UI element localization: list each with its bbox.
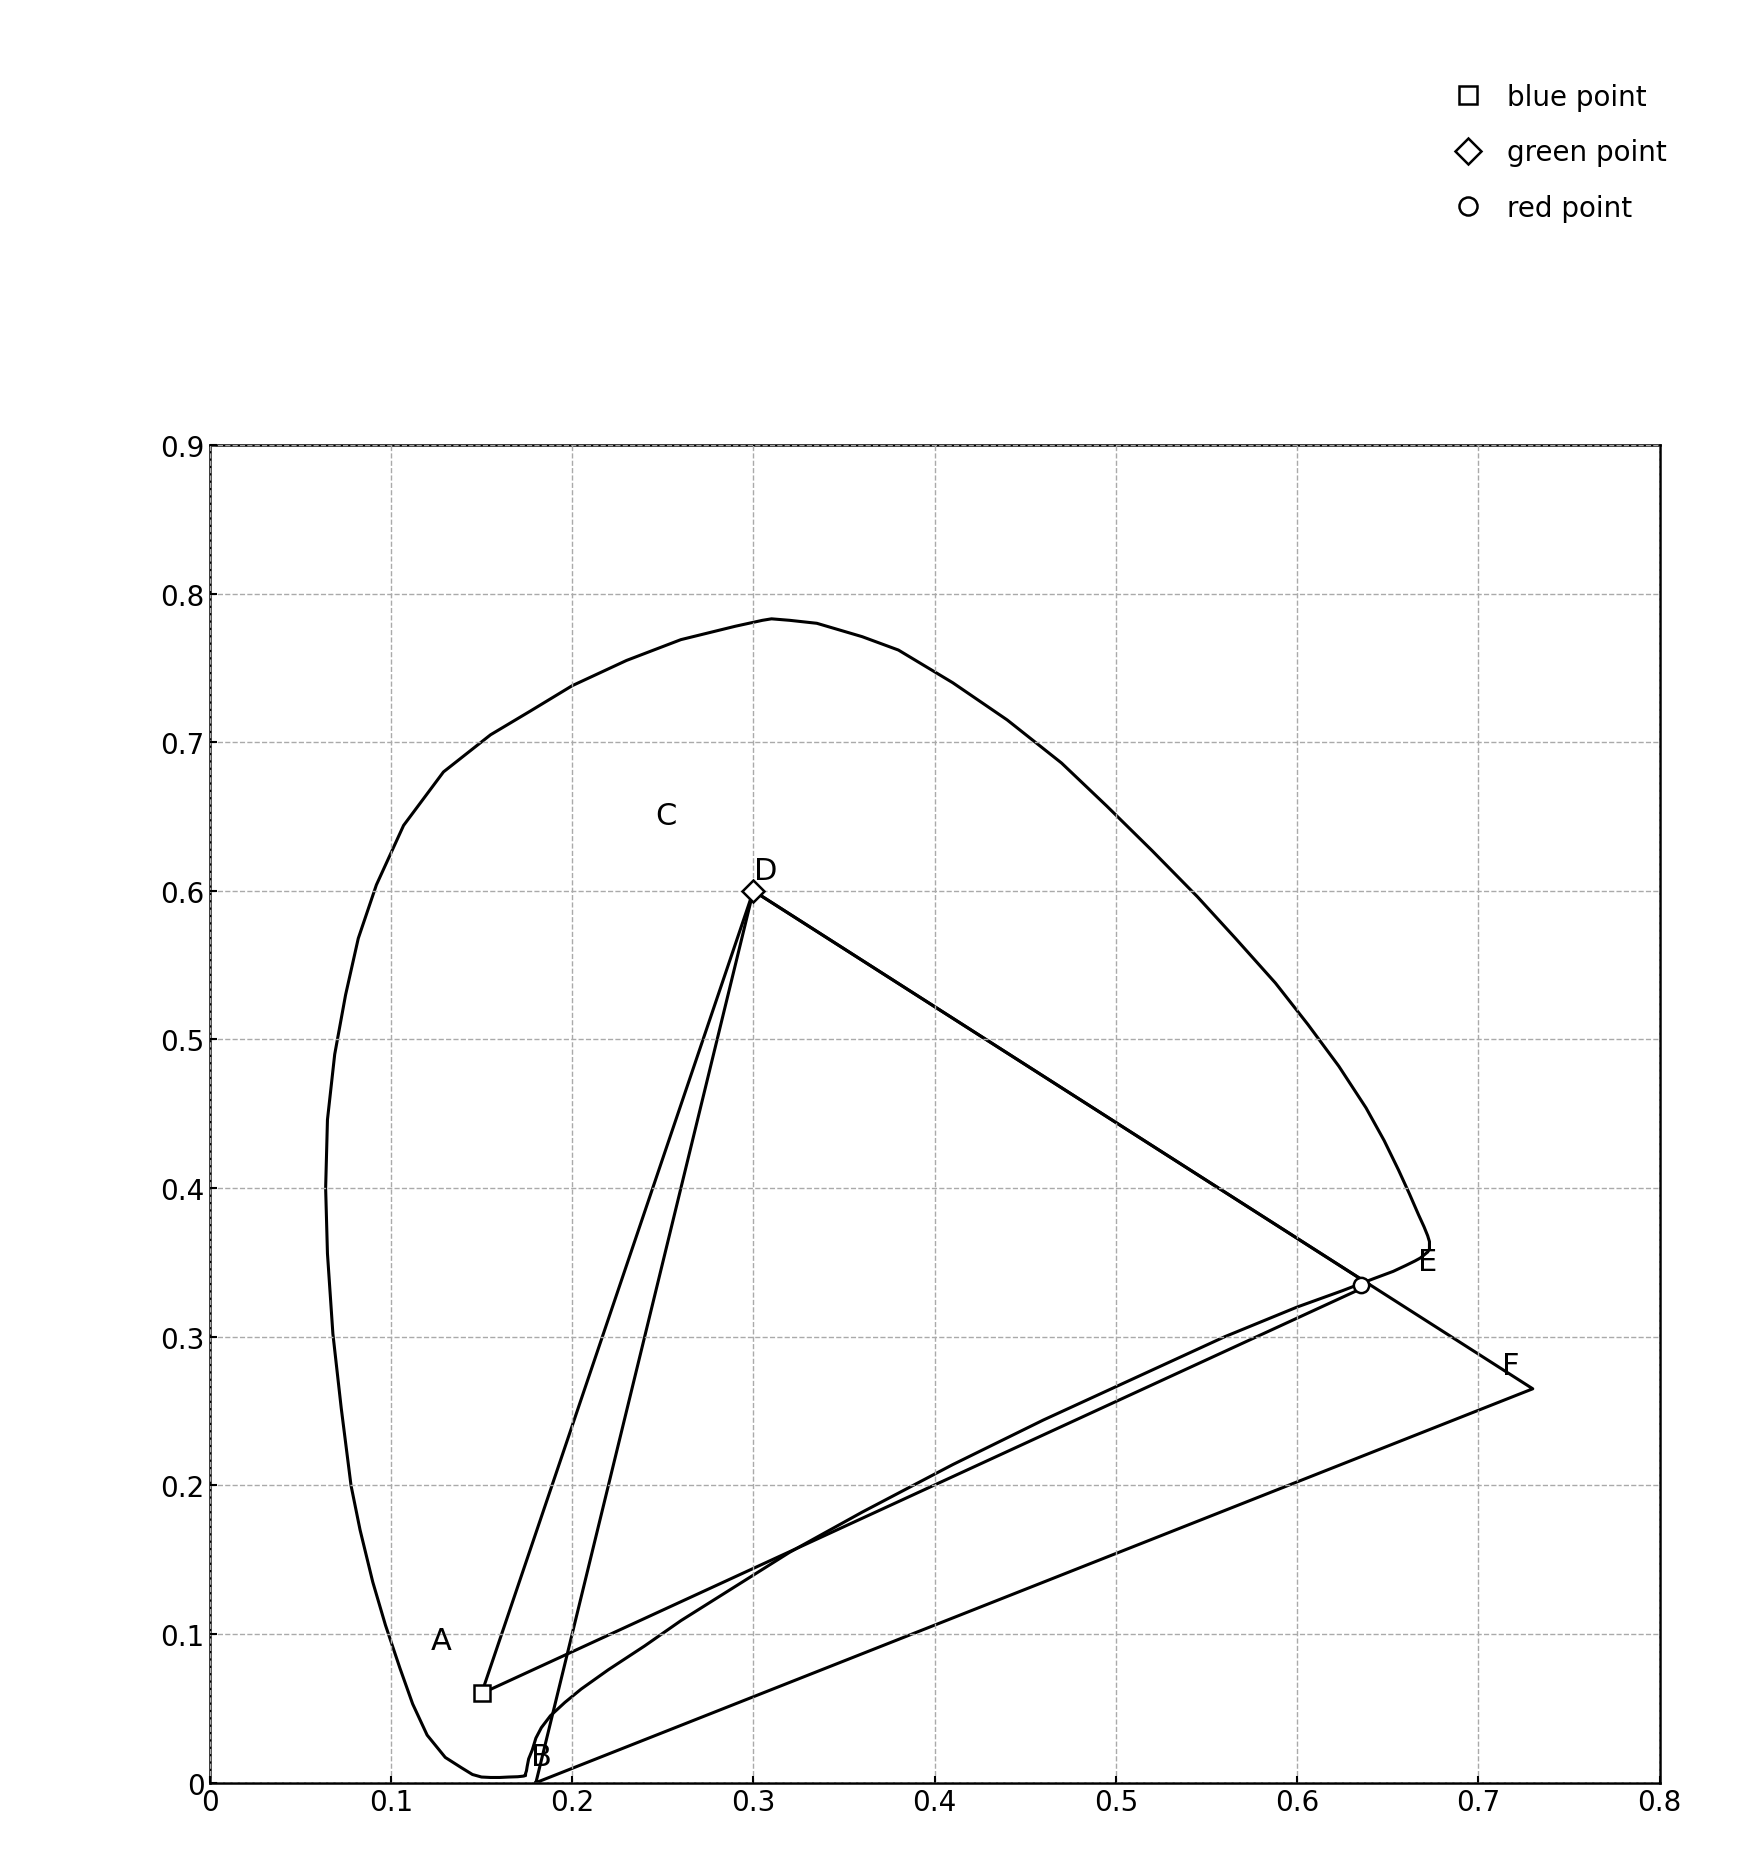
Text: C: C <box>655 802 678 830</box>
Text: D: D <box>755 856 777 886</box>
Text: F: F <box>1502 1352 1520 1380</box>
Text: A: A <box>432 1627 452 1655</box>
Text: E: E <box>1419 1248 1438 1276</box>
Legend: blue point, green point, red point: blue point, green point, red point <box>1438 69 1681 238</box>
Text: B: B <box>531 1742 552 1772</box>
